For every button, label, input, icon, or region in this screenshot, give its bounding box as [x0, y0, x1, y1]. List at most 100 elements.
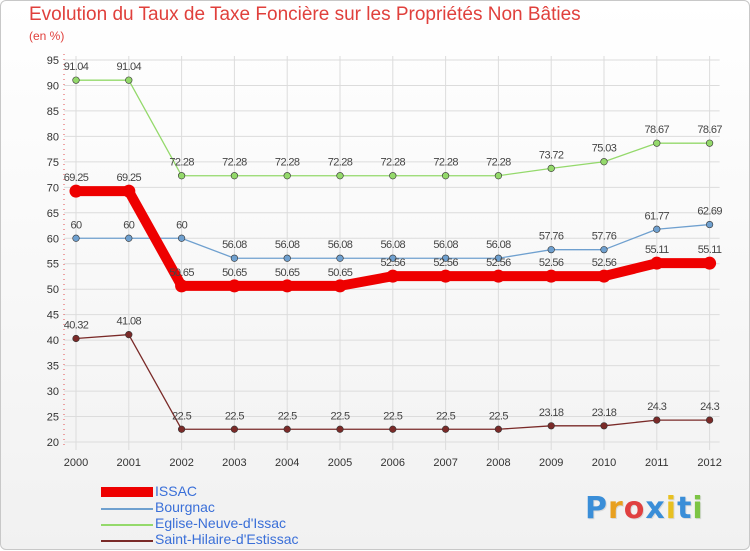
data-label: 55.11: [698, 244, 722, 256]
y-tick-label: 20: [47, 437, 59, 449]
y-tick-label: 45: [47, 310, 59, 322]
data-label: 56.08: [222, 239, 247, 251]
data-label: 56.08: [328, 239, 353, 251]
data-point: [600, 246, 608, 254]
data-label: 52.56: [381, 257, 406, 269]
data-label: 57.76: [539, 231, 564, 243]
data-point: [653, 225, 661, 233]
data-point: [227, 279, 241, 293]
data-label: 52.56: [592, 257, 617, 269]
data-point: [125, 331, 133, 339]
data-label: 40.32: [64, 320, 89, 332]
data-point: [175, 279, 189, 293]
x-tick-label: 2011: [645, 457, 669, 469]
data-point: [544, 269, 558, 283]
data-point: [280, 279, 294, 293]
data-label: 69.25: [64, 172, 89, 184]
y-tick-label: 80: [47, 131, 59, 143]
y-tick-label: 65: [47, 208, 59, 220]
data-point: [653, 416, 661, 424]
data-label: 50.65: [275, 267, 300, 279]
data-point: [703, 256, 717, 270]
data-label: 22.5: [436, 410, 455, 422]
x-tick-label: 2000: [64, 457, 88, 469]
logo-letter: t: [677, 491, 693, 526]
data-label: 55.11: [645, 244, 669, 256]
data-label: 52.56: [539, 257, 564, 269]
data-point: [389, 172, 397, 180]
data-point: [650, 256, 664, 270]
data-point: [491, 269, 505, 283]
data-point: [442, 425, 450, 433]
y-tick-label: 40: [47, 335, 59, 347]
x-tick-label: 2010: [592, 457, 616, 469]
data-label: 24.3: [700, 401, 719, 413]
data-point: [283, 425, 291, 433]
data-point: [230, 254, 238, 262]
chart-title: Evolution du Taux de Taxe Foncière sur l…: [29, 4, 581, 25]
data-point: [705, 416, 714, 424]
data-point: [600, 158, 608, 166]
data-point: [494, 254, 503, 262]
data-label: 72.28: [433, 157, 458, 169]
legend-label: Eglise-Neuve-d'Issac: [155, 515, 287, 531]
y-tick-label: 60: [47, 233, 59, 245]
data-label: 23.18: [592, 407, 617, 419]
x-tick-label: 2007: [433, 457, 457, 469]
data-label: 22.5: [330, 410, 349, 422]
data-label: 72.28: [328, 157, 353, 169]
data-label: 72.28: [275, 157, 300, 169]
data-point: [705, 139, 714, 147]
y-tick-label: 50: [47, 284, 59, 296]
data-label: 62.69: [697, 206, 722, 218]
x-tick-label: 2005: [328, 457, 352, 469]
data-label: 75.03: [592, 143, 617, 155]
data-label: 24.3: [647, 401, 666, 413]
y-tick-label: 90: [47, 80, 59, 92]
x-tick-label: 2009: [539, 457, 563, 469]
proxiti-logo: Proxiti: [585, 491, 704, 526]
data-point: [69, 184, 83, 198]
data-point: [72, 76, 80, 84]
data-point: [705, 220, 714, 229]
data-point: [178, 234, 186, 242]
data-point: [336, 425, 344, 433]
x-tick-label: 2001: [117, 457, 141, 469]
y-tick-label: 75: [47, 157, 59, 169]
x-tick-label: 2008: [486, 457, 510, 469]
y-tick-label: 35: [47, 361, 59, 373]
x-tick-label: 2003: [222, 457, 246, 469]
data-point: [597, 269, 611, 283]
data-point: [442, 172, 450, 180]
data-label: 56.08: [433, 239, 458, 251]
logo-letter: i: [692, 491, 704, 526]
legend-label: ISSAC: [155, 483, 198, 499]
data-label: 72.28: [486, 157, 511, 169]
legend-label: Bourgnac: [155, 499, 215, 515]
x-tick-label: 2002: [169, 457, 193, 469]
legend-swatch: [101, 524, 153, 526]
data-point: [178, 172, 186, 180]
y-tick-label: 85: [47, 106, 59, 118]
data-point: [125, 234, 133, 242]
data-label: 72.28: [169, 157, 194, 169]
logo-letter: x: [645, 491, 666, 526]
data-label: 57.76: [592, 231, 617, 243]
data-label: 72.28: [381, 157, 406, 169]
x-tick-label: 2004: [275, 457, 299, 469]
data-point: [72, 334, 80, 343]
logo-letter: o: [623, 491, 646, 526]
data-point: [386, 269, 400, 283]
data-label: 73.72: [539, 149, 564, 161]
logo-letter: P: [585, 491, 608, 526]
logo-letter: r: [608, 491, 624, 526]
data-label: 60: [176, 219, 188, 231]
data-point: [230, 172, 238, 180]
data-label: 91.04: [64, 61, 89, 73]
data-label: 22.5: [172, 410, 191, 422]
data-label: 22.5: [225, 410, 244, 422]
legend-label: Saint-Hilaire-d'Estissac: [155, 531, 299, 547]
data-label: 56.08: [275, 239, 300, 251]
data-label: 78.67: [645, 124, 670, 136]
